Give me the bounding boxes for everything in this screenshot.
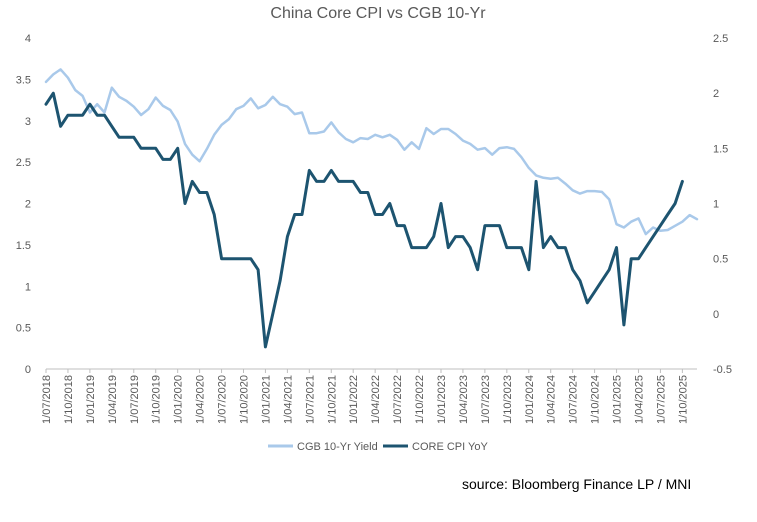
right-tick-label: 2 <box>713 88 719 100</box>
left-tick-label: 1 <box>25 281 31 293</box>
x-tick-label: 1/07/2018 <box>41 375 53 424</box>
x-tick-label: 1/10/2018 <box>63 375 75 424</box>
x-tick-label: 1/10/2025 <box>677 375 689 424</box>
left-tick-label: 2.5 <box>16 157 31 169</box>
x-tick-label: 1/07/2025 <box>655 375 667 424</box>
x-tick-label: 1/07/2023 <box>480 375 492 424</box>
x-tick-label: 1/10/2019 <box>151 375 163 424</box>
legend-label-cgb: CGB 10-Yr Yield <box>297 441 378 453</box>
left-tick-label: 1.5 <box>16 240 31 252</box>
x-tick-label: 1/04/2022 <box>370 375 382 424</box>
x-tick-label: 1/10/2021 <box>326 375 338 424</box>
x-tick-label: 1/04/2019 <box>107 375 119 424</box>
right-tick-label: -0.5 <box>713 364 732 376</box>
x-tick-label: 1/01/2022 <box>348 375 360 424</box>
x-tick-label: 1/07/2022 <box>392 375 404 424</box>
left-tick-label: 3 <box>25 116 31 128</box>
x-tick-label: 1/01/2020 <box>173 375 185 424</box>
x-tick-label: 1/07/2020 <box>217 375 229 424</box>
x-tick-label: 1/10/2024 <box>590 375 602 424</box>
x-tick-label: 1/01/2023 <box>436 375 448 424</box>
right-tick-label: 1.5 <box>713 143 728 155</box>
chart-title: China Core CPI vs CGB 10-Yr <box>270 5 486 22</box>
x-tick-label: 1/10/2020 <box>238 375 250 424</box>
left-axis: 0 0.5 1 1.5 2 2.5 3 3.5 4 <box>16 33 31 376</box>
right-tick-label: 1 <box>713 199 719 211</box>
x-tick-label: 1/07/2021 <box>304 375 316 424</box>
cgb-yield-line <box>44 68 699 236</box>
core-cpi-line <box>44 91 684 349</box>
x-tick-label: 1/01/2024 <box>524 375 536 424</box>
left-tick-label: 3.5 <box>16 74 31 86</box>
x-tick-label: 1/10/2023 <box>502 375 514 424</box>
right-axis: -0.5 0 0.5 1 1.5 2 2.5 <box>713 33 732 376</box>
x-tick-label: 1/04/2021 <box>282 375 294 424</box>
x-tick-label: 1/10/2022 <box>414 375 426 424</box>
left-tick-label: 4 <box>25 33 31 45</box>
left-tick-label: 0.5 <box>16 323 31 335</box>
legend-label-core: CORE CPI YoY <box>412 441 488 453</box>
x-tick-label: 1/07/2019 <box>129 375 141 424</box>
x-axis: 1/07/2018 1/10/2018 1/01/2019 1/04/2019 1/07… <box>41 368 697 424</box>
legend: CGB 10-Yr Yield CORE CPI YoY <box>268 441 488 453</box>
x-tick-label: 1/01/2019 <box>85 375 97 424</box>
right-tick-label: 0 <box>713 309 719 321</box>
series-layer <box>44 68 699 349</box>
left-tick-label: 0 <box>25 364 31 376</box>
x-tick-label: 1/07/2024 <box>568 375 580 424</box>
x-tick-label: 1/01/2021 <box>260 375 272 424</box>
source-note: source: Bloomberg Finance LP / MNI <box>462 476 692 492</box>
x-tick-label: 1/04/2024 <box>546 375 558 424</box>
x-tick-label: 1/04/2025 <box>633 375 645 424</box>
x-tick-label: 1/01/2025 <box>612 375 624 424</box>
left-tick-label: 2 <box>25 199 31 211</box>
right-tick-label: 0.5 <box>713 254 728 266</box>
x-tick-label: 1/04/2020 <box>195 375 207 424</box>
x-tick-label: 1/04/2023 <box>458 375 470 424</box>
right-tick-label: 2.5 <box>713 33 728 45</box>
